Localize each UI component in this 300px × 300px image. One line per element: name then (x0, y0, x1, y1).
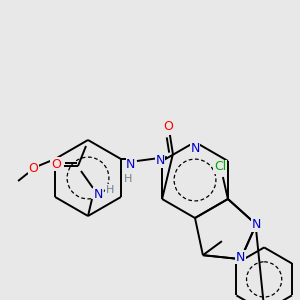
Text: H: H (124, 174, 132, 184)
Text: H: H (106, 185, 114, 195)
Text: O: O (51, 158, 61, 170)
Text: N: N (93, 188, 103, 200)
Text: N: N (251, 218, 261, 231)
Text: Cl: Cl (214, 160, 226, 173)
Text: N: N (190, 142, 200, 154)
Text: O: O (28, 163, 38, 176)
Text: N: N (155, 154, 165, 167)
Text: N: N (126, 158, 136, 170)
Text: O: O (163, 119, 173, 133)
Text: N: N (236, 250, 245, 264)
